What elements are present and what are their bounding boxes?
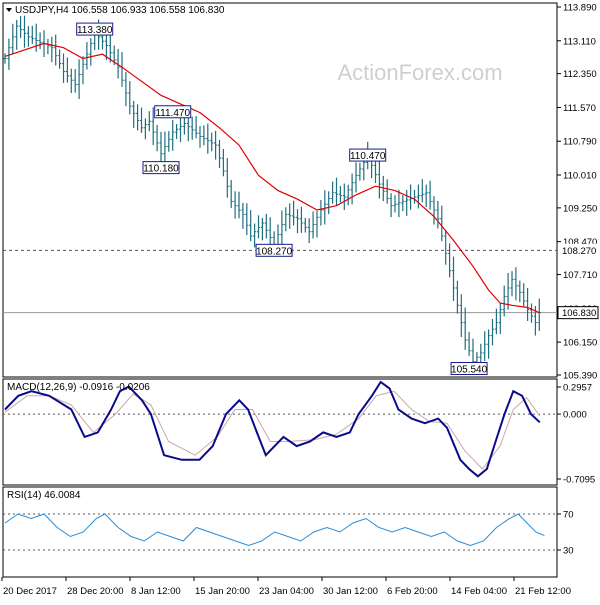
price-axis-label: 109.250 <box>563 203 597 214</box>
price-annotation-box <box>349 148 387 162</box>
price-axis-label: 113.890 <box>563 3 597 14</box>
rsi-line <box>4 513 545 547</box>
price-annotation-label: 110.470 <box>350 151 386 162</box>
watermark: ActionForex.com <box>337 60 502 85</box>
price-annotation-box <box>450 362 488 376</box>
x-axis-label: 15 Jan 20:00 <box>195 586 250 597</box>
price-annotation-box <box>76 22 114 36</box>
level-badge <box>557 243 599 257</box>
x-axis-label: 23 Jan 04:00 <box>259 586 314 597</box>
rsi-title: RSI(14) 46.0084 <box>7 490 81 501</box>
price-axis-label: 105.390 <box>563 371 597 382</box>
price-annotation-box <box>154 105 192 119</box>
macd-axis-label: 0.000 <box>563 410 587 421</box>
level-badge-label: 108.270 <box>562 246 596 257</box>
price-annotation-label: 110.180 <box>143 164 179 175</box>
price-axis-label: 113.110 <box>563 36 596 47</box>
rsi-axis-label: 30 <box>563 546 574 557</box>
macd-panel-frame <box>2 378 558 486</box>
price-annotation-label: 113.380 <box>77 25 113 36</box>
chart-header: USDJPY,H4 106.558 106.933 106.558 106.83… <box>15 5 225 16</box>
macd-title: MACD(12,26,9) -0.0916 -0.0206 <box>7 382 150 393</box>
price-annotation-label: 111.470 <box>155 108 190 119</box>
price-axis-label: 110.790 <box>563 137 597 148</box>
symbol-timeframe: USDJPY,H4 <box>15 5 72 16</box>
x-axis-label: 28 Dec 20:00 <box>67 586 124 597</box>
dropdown-triangle-icon <box>6 8 12 12</box>
price-axis-label: 111.570 <box>563 103 596 114</box>
moving-average-line <box>4 42 540 314</box>
level-badge <box>557 306 599 320</box>
price-axis-label: 112.350 <box>563 69 597 80</box>
price-axis-label: 110.010 <box>563 170 597 181</box>
macd-axis-label: -0.7095 <box>563 475 595 486</box>
price-annotation-box <box>142 161 180 175</box>
price-annotation-label: 105.540 <box>451 365 488 376</box>
level-badge-label: 106.830 <box>562 308 596 319</box>
x-axis-label: 6 Feb 20:00 <box>387 586 438 597</box>
x-axis-label: 21 Feb 12:00 <box>515 586 571 597</box>
price-axis-label: 106.150 <box>563 338 597 349</box>
price-axis-label: 107.710 <box>563 270 597 281</box>
rsi-axis-label: 70 <box>563 510 574 521</box>
price-annotation-label: 108.270 <box>256 246 293 257</box>
macd-main-line <box>4 380 541 478</box>
ohlc-values: 106.558 106.933 106.558 106.830 <box>72 5 225 16</box>
x-axis-label: 8 Jan 12:00 <box>131 586 181 597</box>
x-axis-label: 20 Dec 2017 <box>3 586 57 597</box>
macd-signal-line <box>4 390 541 470</box>
candles <box>3 15 541 373</box>
rsi-panel-frame <box>2 486 558 578</box>
x-axis-label: 30 Jan 12:00 <box>323 586 378 597</box>
x-axis-label: 14 Feb 04:00 <box>451 586 507 597</box>
price-annotation-box <box>255 243 293 257</box>
macd-axis-label: 0.2957 <box>563 383 592 394</box>
price-axis-label: 108.470 <box>563 237 597 248</box>
